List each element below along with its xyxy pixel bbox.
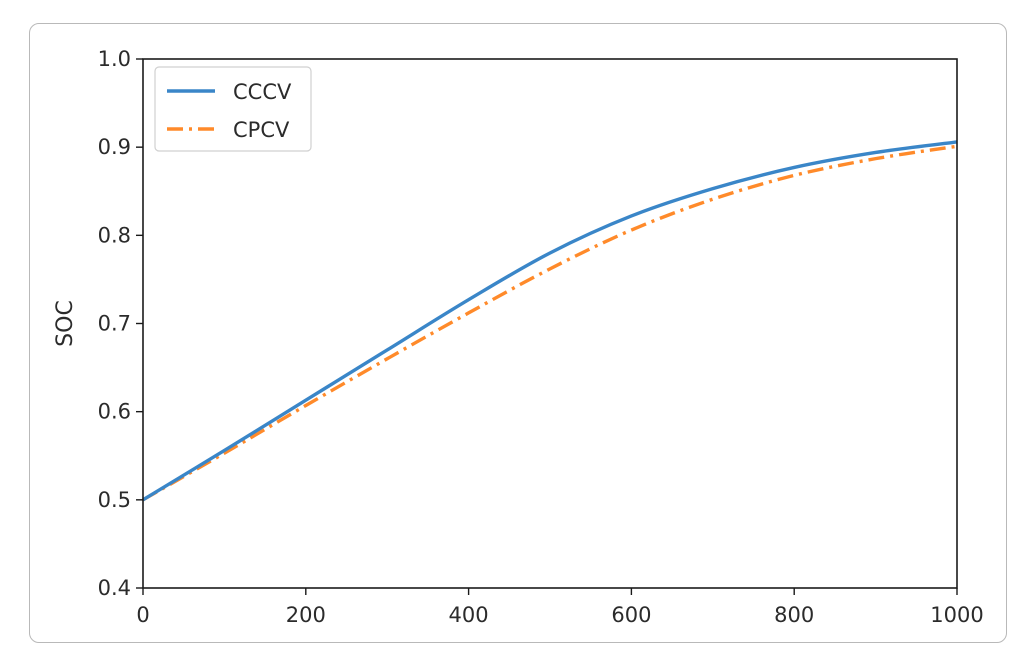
series-line-cccv [142,140,958,502]
legend-label-cpcv: CPCV [233,118,290,142]
x-tick-label: 1000 [930,603,983,627]
y-tick-label: 0.6 [98,400,131,424]
x-tick-label: 600 [611,603,651,627]
series-line-cpcv [142,144,958,502]
x-tick-label: 200 [286,603,326,627]
x-tick-label: 0 [136,603,149,627]
y-tick-label: 1.0 [98,47,131,71]
x-tick-label: 800 [774,603,814,627]
y-tick-label: 0.5 [98,488,131,512]
legend: CCCV CPCV [154,66,312,152]
axes: 0 200 400 600 800 1000 0.4 0.5 0.6 0.7 0.8 0.9 1.0 SO… [53,47,984,627]
y-axis-label: SOC [53,300,78,347]
legend-box [154,66,312,152]
legend-label-cccv: CCCV [233,80,292,104]
y-tick-label: 0.4 [98,576,131,600]
y-tick-label: 0.7 [98,312,131,336]
y-tick-label: 0.8 [98,223,131,247]
x-tick-label: 400 [449,603,489,627]
y-tick-label: 0.9 [98,135,131,159]
